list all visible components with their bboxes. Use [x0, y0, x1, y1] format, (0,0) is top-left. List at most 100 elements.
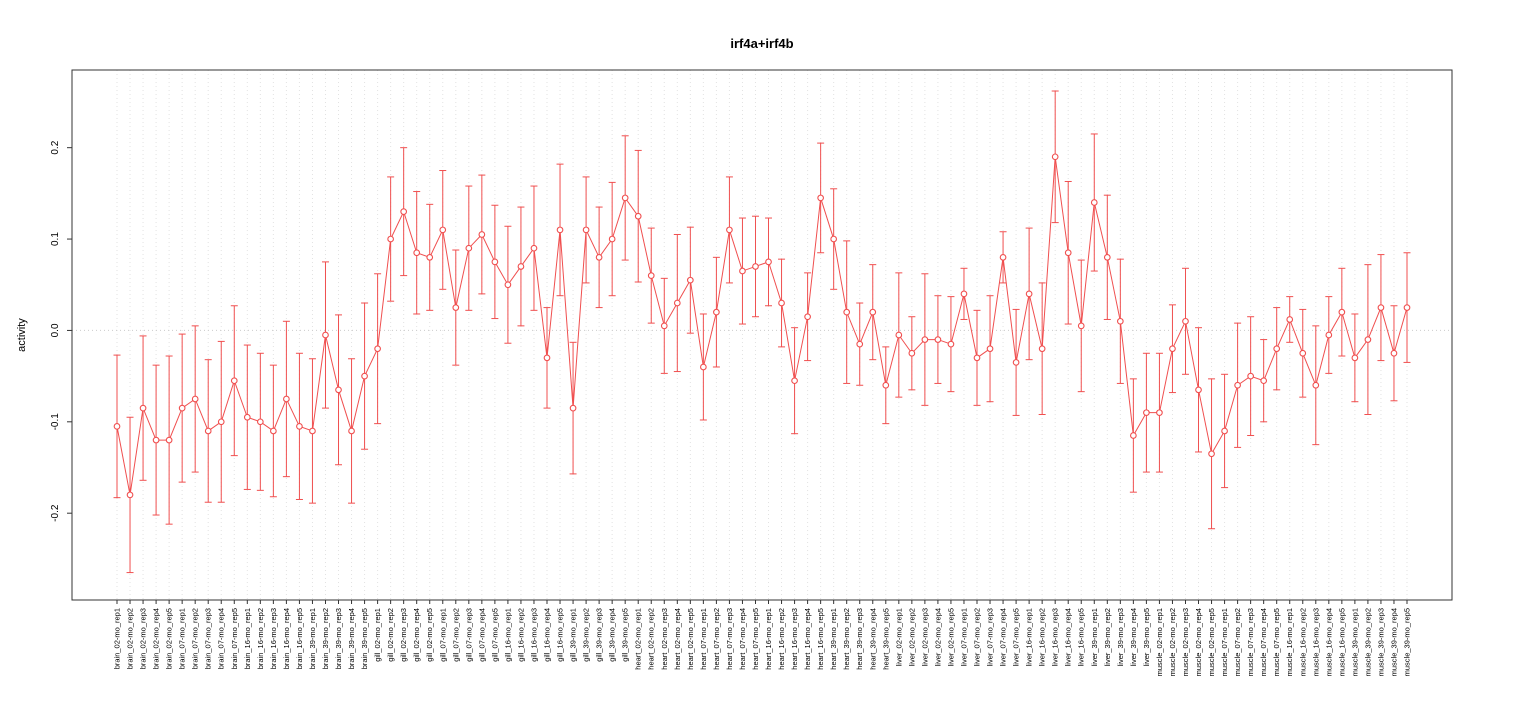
x-tick-label: gill_39-mo_rep5: [621, 608, 630, 662]
data-point: [230, 377, 238, 385]
x-tick-label: liver_02-mo_rep4: [933, 608, 942, 666]
x-tick-label: liver_16-mo_rep2: [1038, 608, 1047, 666]
data-point: [283, 395, 290, 403]
data-point: [869, 308, 877, 316]
data-point: [374, 345, 381, 353]
x-tick-label: heart_07-mo_rep5: [751, 608, 760, 670]
y-axis-label: activity: [16, 318, 28, 352]
x-tick-label: heart_07-mo_rep2: [712, 608, 721, 670]
data-point: [439, 226, 447, 234]
data-point: [361, 372, 368, 380]
x-tick-label: brain_16-mo_rep3: [269, 608, 278, 669]
x-tick-label: liver_02-mo_rep3: [920, 608, 929, 666]
data-point: [348, 427, 355, 435]
data-point: [1325, 331, 1333, 339]
data-point: [1377, 304, 1385, 311]
x-tick-label: liver_07-mo_rep5: [1012, 608, 1021, 666]
x-tick-label: muscle_16-mo_rep4: [1324, 608, 1333, 676]
data-point: [217, 418, 225, 426]
x-tick-label: heart_02-mo_rep1: [634, 608, 643, 670]
x-tick-label: gill_07-mo_rep2: [451, 608, 460, 662]
data-point: [256, 418, 264, 426]
x-tick-label: gill_07-mo_rep3: [464, 608, 473, 662]
data-point: [608, 235, 616, 243]
data-point: [856, 340, 864, 348]
data-point: [113, 423, 121, 430]
x-tick-label: gill_07-mo_rep1: [438, 608, 447, 662]
x-tick-label: gill_39-mo_rep1: [569, 608, 578, 662]
x-axis-ticks: [116, 600, 1408, 604]
data-point: [1156, 409, 1163, 417]
series-polyline: [116, 156, 1408, 496]
data-point: [517, 263, 525, 270]
gridlines: [116, 70, 1408, 600]
plot-border: [71, 69, 1453, 601]
data-point: [999, 253, 1007, 261]
x-tick-label: muscle_07-mo_rep4: [1259, 608, 1268, 676]
x-tick-label: liver_39-mo_rep4: [1129, 608, 1138, 666]
data-point: [309, 427, 316, 435]
x-tick-label: liver_07-mo_rep4: [999, 608, 1008, 666]
x-tick-label: muscle_07-mo_rep3: [1246, 608, 1255, 676]
x-tick-label: muscle_02-mo_rep1: [1155, 608, 1164, 676]
x-tick-label: heart_16-mo_rep1: [764, 608, 773, 670]
data-point: [765, 258, 772, 266]
x-tick-label: brain_07-mo_rep1: [178, 608, 187, 669]
data-point: [1103, 253, 1111, 261]
x-tick-label: liver_39-mo_rep1: [1090, 608, 1099, 666]
y-tick-label: 0.0: [50, 323, 61, 337]
x-tick-label: gill_16-mo_rep2: [516, 608, 525, 662]
x-tick-label: gill_07-mo_rep5: [490, 608, 499, 662]
data-point: [413, 249, 421, 257]
x-tick-label: brain_39-mo_rep5: [360, 608, 369, 669]
data-point: [1025, 290, 1033, 298]
x-tick-label: brain_02-mo_rep1: [113, 608, 122, 669]
data-point: [830, 235, 838, 243]
x-tick-label: brain_07-mo_rep2: [191, 608, 200, 669]
data-point: [139, 404, 147, 412]
x-tick-label: brain_16-mo_rep1: [243, 608, 252, 669]
data-point: [1051, 153, 1059, 161]
x-tick-label: muscle_16-mo_rep2: [1298, 608, 1307, 676]
data-point: [1012, 359, 1020, 366]
data-point: [934, 336, 942, 343]
data-point: [634, 212, 642, 220]
x-tick-label: heart_02-mo_rep3: [660, 608, 669, 670]
x-tick-label: heart_39-mo_rep5: [881, 608, 890, 670]
x-tick-label: muscle_39-mo_rep4: [1389, 608, 1398, 676]
x-tick-label: muscle_39-mo_rep1: [1350, 608, 1359, 676]
x-tick-label: liver_02-mo_rep1: [894, 608, 903, 666]
data-point: [1273, 345, 1281, 353]
x-tick-label: gill_16-mo_rep5: [556, 608, 565, 662]
chart-title: irf4a+irf4b: [730, 36, 793, 51]
data-point: [908, 349, 916, 357]
data-point: [400, 208, 408, 215]
error-bars: [113, 90, 1411, 574]
data-point: [152, 436, 160, 444]
x-tick-label: brain_39-mo_rep3: [334, 608, 343, 669]
x-tick-label: liver_07-mo_rep1: [959, 608, 968, 666]
x-tick-label: heart_39-mo_rep1: [829, 608, 838, 670]
x-tick-label: liver_07-mo_rep2: [973, 608, 982, 666]
x-tick-label: liver_39-mo_rep2: [1103, 608, 1112, 666]
data-point: [582, 226, 590, 234]
data-point: [243, 413, 251, 421]
data-point: [556, 226, 564, 234]
data-point: [673, 299, 681, 307]
data-point: [804, 313, 811, 321]
data-point: [491, 258, 499, 266]
data-point: [204, 427, 212, 435]
x-tick-label: heart_16-mo_rep3: [790, 608, 799, 670]
x-tick-label: heart_02-mo_rep4: [673, 608, 682, 670]
data-point: [178, 404, 186, 412]
x-tick-label: brain_02-mo_rep3: [139, 608, 148, 669]
data-point: [1234, 381, 1241, 389]
x-tick-label: heart_39-mo_rep4: [868, 608, 877, 670]
x-tick-label: liver_02-mo_rep2: [907, 608, 916, 666]
x-tick-label: liver_39-mo_rep5: [1142, 608, 1151, 666]
x-tick-label: heart_07-mo_rep4: [738, 608, 747, 670]
x-tick-label: brain_39-mo_rep2: [321, 608, 330, 669]
x-tick-label: muscle_07-mo_rep2: [1233, 608, 1242, 676]
